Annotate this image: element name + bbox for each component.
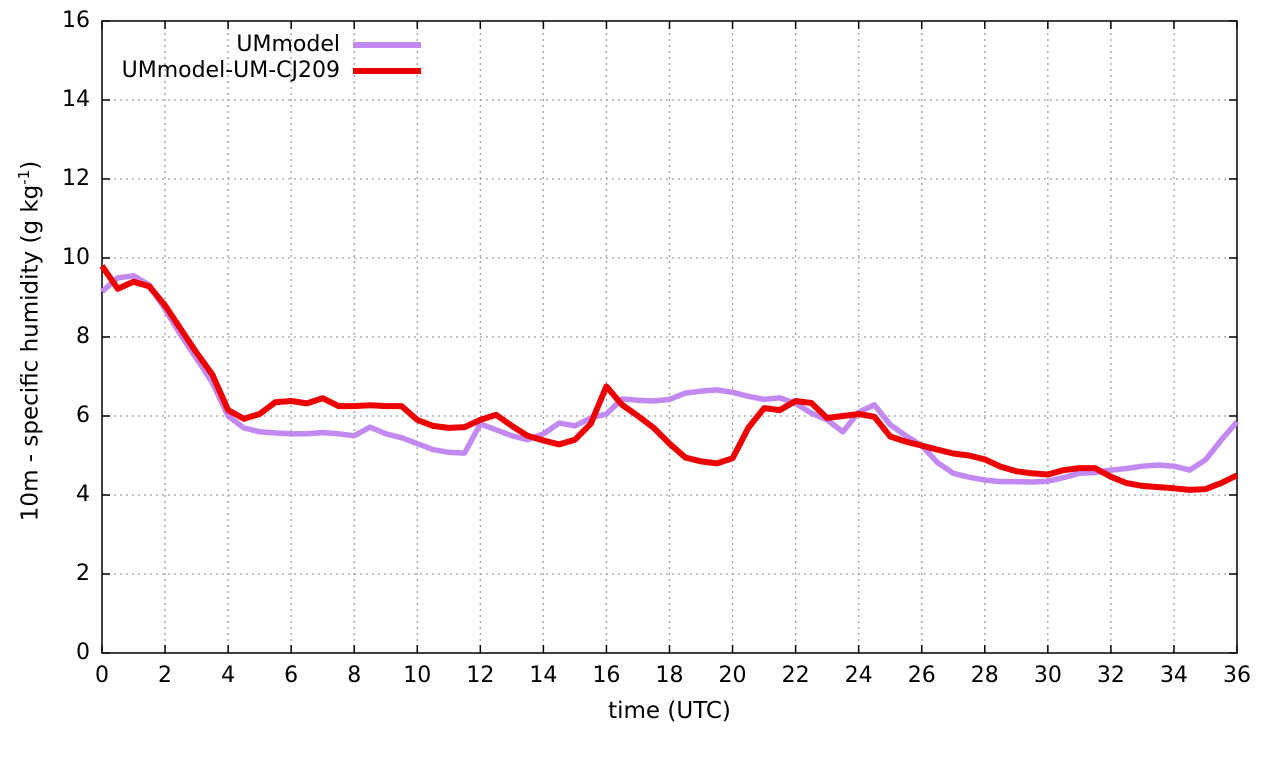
- x-tick-label-24: 24: [844, 663, 873, 688]
- x-tick-label-32: 32: [1096, 663, 1125, 688]
- x-tick-label-18: 18: [655, 663, 684, 688]
- series-line-ummodel: [100, 273, 1240, 485]
- legend-row-ummodel: UMmodel: [110, 32, 421, 58]
- x-tick-label-28: 28: [970, 663, 999, 688]
- x-tick-label-16: 16: [592, 663, 621, 688]
- legend: UMmodel UMmodel-UM-CJ209: [110, 32, 421, 84]
- y-tick-label-16: 16: [62, 8, 90, 33]
- x-tick-label-14: 14: [529, 663, 558, 688]
- y-tick-label-2: 2: [76, 561, 90, 586]
- y-axis-title-main: 10m - specific humidity (g kg: [17, 184, 44, 522]
- x-tick-label-6: 6: [284, 663, 299, 688]
- x-tick-label-0: 0: [95, 663, 109, 688]
- x-tick-label-22: 22: [781, 663, 810, 688]
- x-tick-label-2: 2: [158, 663, 173, 688]
- legend-line-swatch-ummodel: [353, 42, 421, 48]
- y-tick-label-4: 4: [76, 482, 90, 507]
- x-tick-label-30: 30: [1033, 663, 1062, 688]
- legend-line-swatch-ummodel-um-cj209: [353, 68, 421, 74]
- series-line-ummodel-um-cj209: [99, 264, 1239, 493]
- legend-label-ummodel: UMmodel: [236, 32, 340, 57]
- y-axis-title-close: ): [17, 160, 44, 170]
- plot-border: [101, 20, 1238, 654]
- y-tick-label-12: 12: [62, 166, 90, 191]
- x-tick-label-8: 8: [347, 663, 362, 688]
- y-axis-title-superscript: -1: [15, 169, 33, 185]
- y-tick-label-6: 6: [76, 403, 90, 428]
- x-tick-label-20: 20: [718, 663, 747, 688]
- x-tick-label-34: 34: [1159, 663, 1188, 688]
- y-tick-label-8: 8: [76, 324, 90, 349]
- y-tick-label-14: 14: [62, 87, 90, 112]
- legend-label-ummodel-um-cj209: UMmodel-UM-CJ209: [121, 58, 340, 83]
- y-tick-label-0: 0: [76, 640, 90, 665]
- x-tick-label-26: 26: [907, 663, 936, 688]
- x-tick-label-12: 12: [466, 663, 495, 688]
- x-tick-label-10: 10: [403, 663, 432, 688]
- y-axis-title: 10m - specific humidity (g kg-1): [9, 131, 44, 551]
- x-tick-label-36: 36: [1223, 663, 1251, 688]
- legend-row-ummodel-um-cj209: UMmodel-UM-CJ209: [110, 58, 421, 84]
- x-tick-label-4: 4: [221, 663, 236, 688]
- y-tick-label-10: 10: [62, 245, 90, 270]
- x-axis-title: time (UTC): [608, 698, 731, 724]
